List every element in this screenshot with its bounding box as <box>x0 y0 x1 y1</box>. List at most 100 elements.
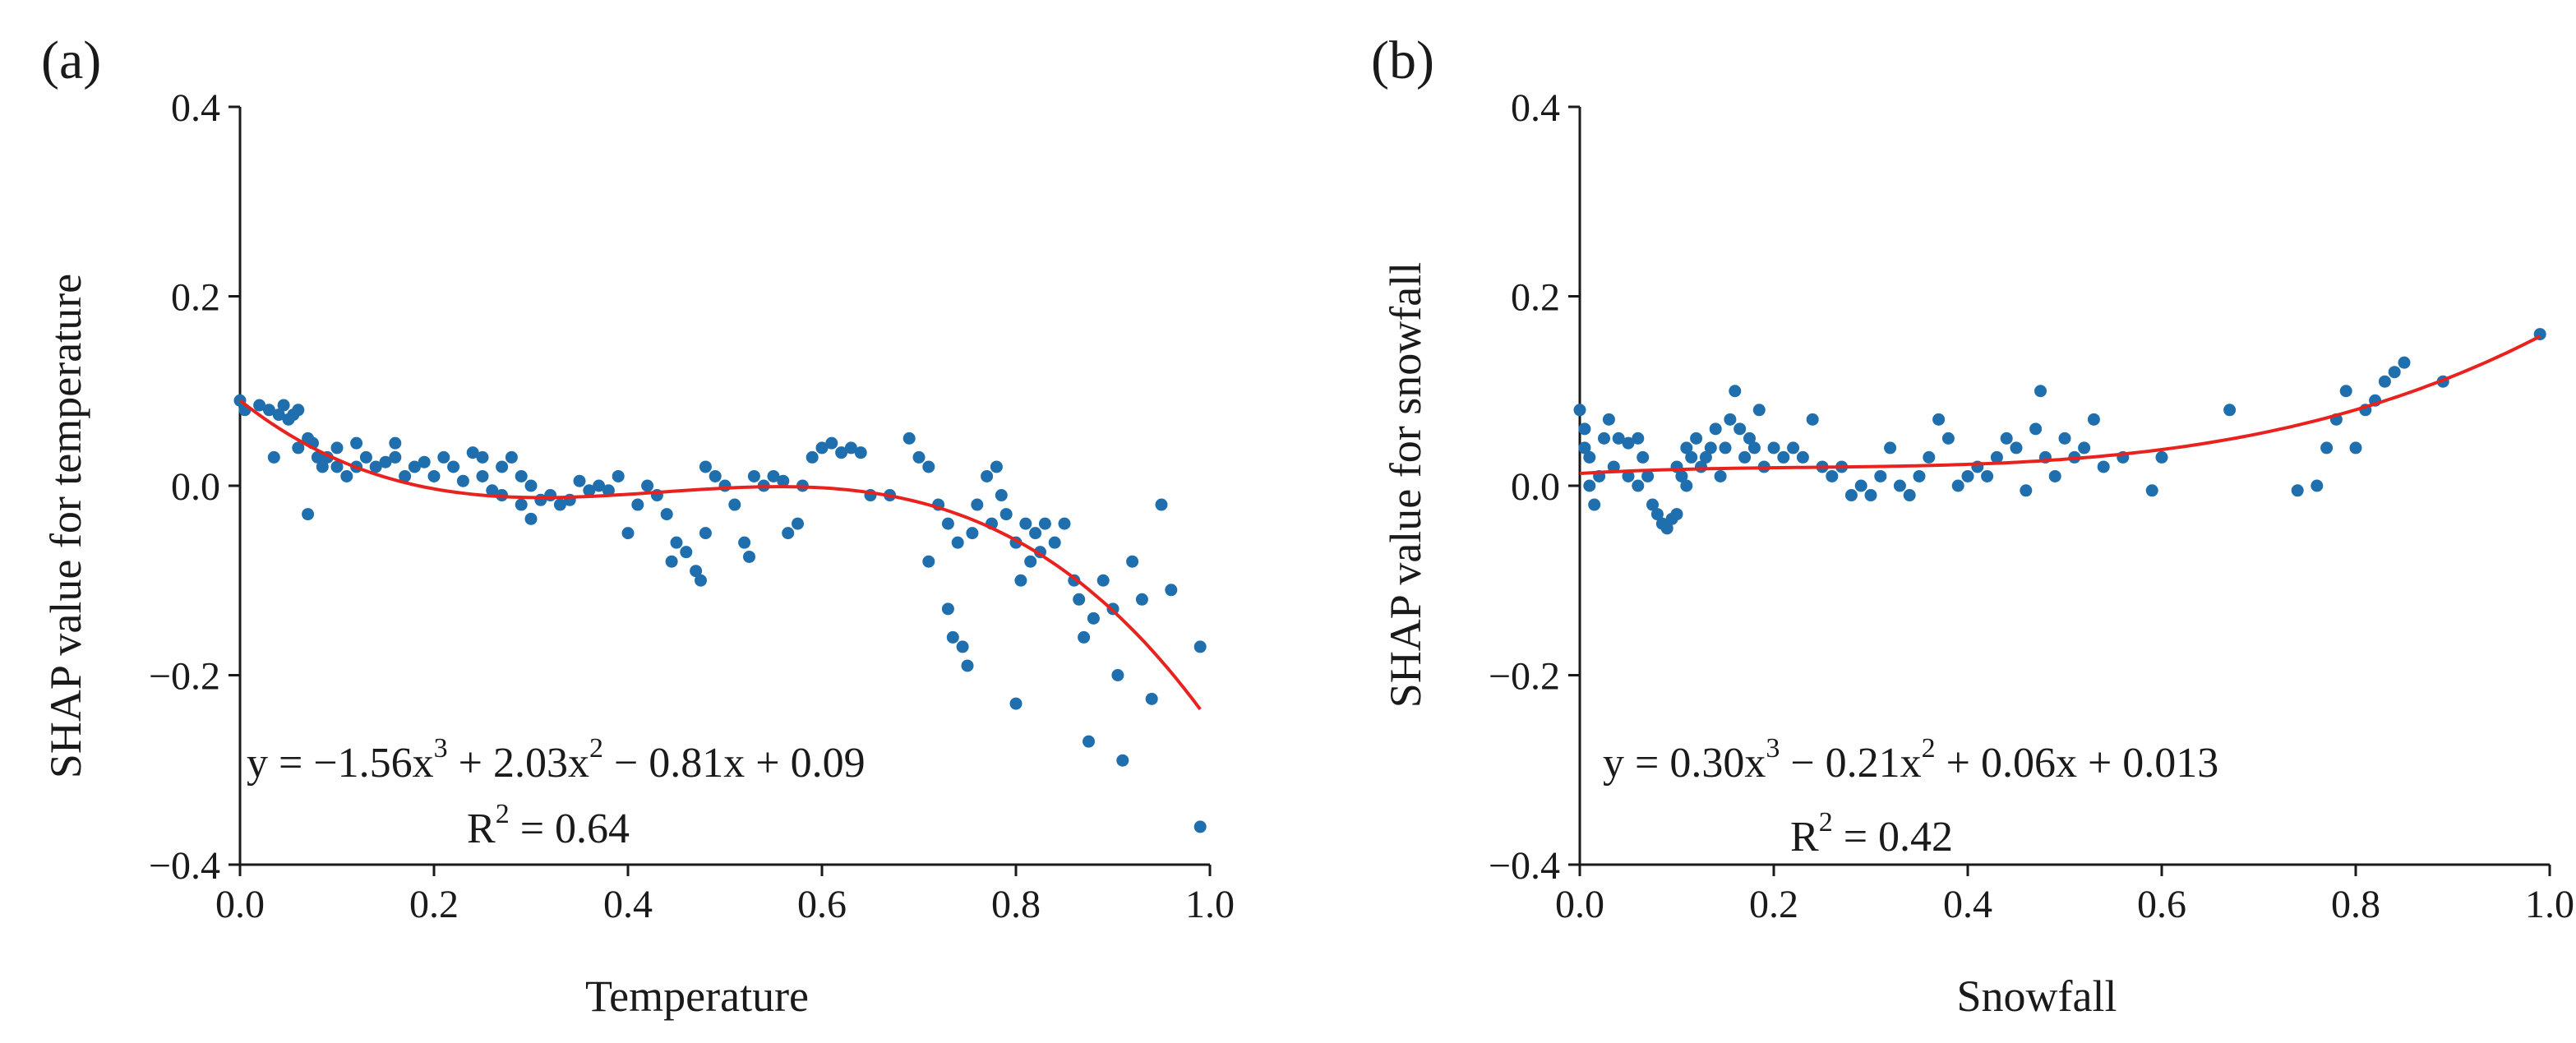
x-tick-label-b: 0.2 <box>1749 883 1798 926</box>
scatter-point-b <box>1961 469 1974 482</box>
y-tick-label-a: 0.2 <box>171 276 220 320</box>
scatter-point-b <box>2291 484 2304 497</box>
scatter-point-b <box>1738 450 1752 464</box>
scatter-point-a <box>718 479 732 492</box>
scatter-point-a <box>1058 517 1071 530</box>
scatter-point-a <box>399 469 412 482</box>
scatter-point-a <box>903 432 916 445</box>
x-tick-label-a: 0.2 <box>409 883 459 926</box>
scatter-point-a <box>854 446 867 459</box>
eq-a-exp1: 3 <box>434 733 448 764</box>
scatter-point-b <box>2020 484 2033 497</box>
scatter-point-b <box>1752 404 1766 417</box>
scatter-point-b <box>2145 484 2158 497</box>
scatter-point-b <box>1598 432 1610 445</box>
eq-b-part1: y = 0.30x <box>1603 740 1766 787</box>
scatter-point-b <box>1932 413 1946 426</box>
scatter-point-a <box>709 469 722 482</box>
x-axis-title-b: Snowfall <box>1957 971 2117 1021</box>
scatter-point-b <box>1787 441 1800 455</box>
scatter-point-a <box>1193 640 1207 653</box>
scatter-point-a <box>665 555 678 568</box>
scatter-point-b <box>1913 469 1926 482</box>
scatter-point-a <box>277 399 290 412</box>
scatter-point-a <box>1038 517 1051 530</box>
scatter-point-b <box>1646 498 1659 511</box>
y-axis-title-b: SHAP value for snowfall <box>1381 262 1430 708</box>
scatter-point-b <box>1612 432 1625 445</box>
scatter-point-a <box>486 484 499 497</box>
y-tick-label-b: 0.2 <box>1511 276 1560 320</box>
scatter-point-a <box>437 450 450 464</box>
scatter-point-b <box>2223 404 2237 417</box>
scatter-point-a <box>782 527 795 540</box>
scatter-point-b <box>1990 450 2003 464</box>
scatter-point-b <box>1641 469 1655 482</box>
scatter-point-a <box>956 640 969 653</box>
scatter-point-a <box>311 450 324 464</box>
scatter-point-b <box>1637 450 1650 464</box>
fit-curve-a <box>238 399 1202 711</box>
scatter-point-a <box>302 508 315 521</box>
axes-b: 0.0 0.2 0.4 0.6 0.8 1.0 0.4 0.2 0.0 −0.2 −0.4 <box>1489 86 2574 926</box>
scatter-point-a <box>330 460 344 473</box>
r2-a-suffix: = 0.64 <box>510 805 630 852</box>
x-tick-label-b: 0.0 <box>1555 883 1604 926</box>
scatter-point-a <box>835 446 848 459</box>
panel-a-temperature: (a) 0.0 0.2 0.4 0.6 0.8 1.00.40.20.0−0.2−0.4 … <box>41 30 1235 1021</box>
eq-a-part3: − 0.81x + 0.09 <box>603 740 866 787</box>
scatter-point-a <box>922 555 935 568</box>
scatter-point-b <box>1632 432 1645 445</box>
scatter-point-a <box>1111 669 1124 681</box>
scatter-point-b <box>2034 385 2047 398</box>
scatter-point-a <box>330 441 344 455</box>
x-tick-label-a: 0.6 <box>797 883 847 926</box>
scatter-point-b <box>2349 441 2362 455</box>
fit-equation-a: y = −1.56x3 + 2.03x2 − 0.81x + 0.09 <box>247 733 866 787</box>
scatter-point-b <box>1588 498 1601 511</box>
scatter-point-b <box>1602 413 1615 426</box>
scatter-point-b <box>1777 450 1790 464</box>
scatter-point-a <box>941 602 954 616</box>
scatter-point-a <box>792 517 804 530</box>
scatter-point-a <box>1048 536 1061 549</box>
scatter-point-a <box>621 527 635 540</box>
panel-label-b: (b) <box>1371 30 1434 90</box>
scatter-point-b <box>2058 432 2071 445</box>
scatter-point-b <box>1690 432 1703 445</box>
scatter-point-a <box>631 498 644 511</box>
scatter-point-b <box>1747 441 1761 455</box>
scatter-point-a <box>971 498 984 511</box>
scatter-points-a <box>233 394 1207 833</box>
scatter-point-a <box>476 450 489 464</box>
r-squared-a: R2 = 0.64 <box>467 799 630 852</box>
scatter-point-b <box>2388 366 2401 379</box>
scatter-point-a <box>966 527 979 540</box>
eq-a-part1: y = −1.56x <box>247 740 434 787</box>
scatter-point-b <box>1685 450 1698 464</box>
scatter-point-a <box>981 469 994 482</box>
scatter-point-a <box>359 450 372 464</box>
scatter-point-a <box>544 489 557 502</box>
x-axis-title-a: Temperature <box>585 971 809 1021</box>
scatter-point-a <box>427 469 441 482</box>
scatter-point-a <box>602 484 615 497</box>
scatter-point-b <box>1767 441 1780 455</box>
scatter-point-a <box>961 659 974 672</box>
x-tick-label-a: 0.4 <box>603 883 653 926</box>
x-tick-label-a: 0.8 <box>991 883 1041 926</box>
scatter-point-b <box>1583 450 1596 464</box>
scatter-point-a <box>466 446 479 459</box>
scatter-point-b <box>1864 489 1877 502</box>
scatter-point-a <box>418 455 431 468</box>
scatter-point-a <box>680 546 693 559</box>
scatter-point-a <box>389 450 402 464</box>
scatter-point-a <box>408 460 421 473</box>
r2-b-suffix: = 0.42 <box>1833 814 1953 861</box>
x-tick-label-a: 1.0 <box>1185 883 1235 926</box>
scatter-point-a <box>738 536 751 549</box>
scatter-point-b <box>1941 432 1955 445</box>
y-tick-label-b: 0.4 <box>1511 86 1560 130</box>
scatter-point-a <box>1193 820 1207 833</box>
scatter-point-b <box>2087 413 2100 426</box>
